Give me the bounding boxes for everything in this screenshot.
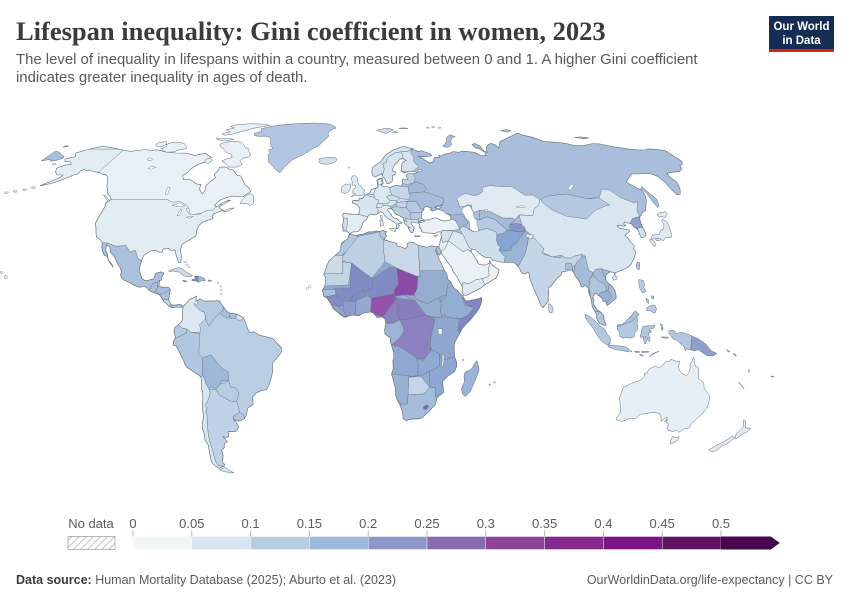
svg-text:0.45: 0.45 — [650, 516, 675, 531]
svg-text:0.5: 0.5 — [712, 516, 730, 531]
svg-text:0.2: 0.2 — [359, 516, 377, 531]
svg-text:0.1: 0.1 — [242, 516, 260, 531]
svg-text:0.05: 0.05 — [179, 516, 204, 531]
svg-text:0: 0 — [129, 516, 136, 531]
svg-text:0.35: 0.35 — [532, 516, 557, 531]
svg-text:0.25: 0.25 — [414, 516, 439, 531]
svg-text:No data: No data — [68, 516, 114, 531]
svg-text:0.3: 0.3 — [477, 516, 495, 531]
svg-text:0.4: 0.4 — [594, 516, 612, 531]
svg-text:0.15: 0.15 — [297, 516, 322, 531]
